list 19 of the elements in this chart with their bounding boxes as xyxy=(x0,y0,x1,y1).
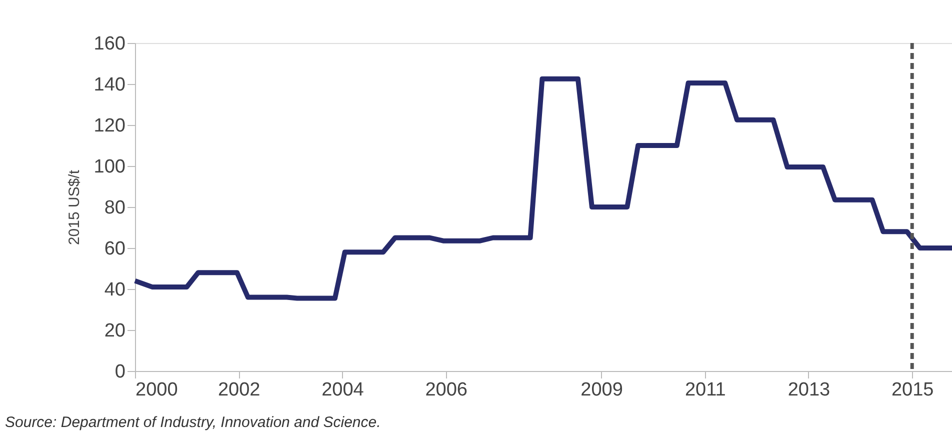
y-tick-label: 120 xyxy=(94,116,126,136)
x-tick-label: 2013 xyxy=(788,380,830,400)
x-tick-label: 2015 xyxy=(891,380,934,400)
y-tick-label: 40 xyxy=(104,280,126,300)
x-tick-label: 2006 xyxy=(425,380,468,400)
y-tick-label: 100 xyxy=(94,156,126,178)
y-tick-label: 0 xyxy=(114,362,126,382)
y-tick-label: 140 xyxy=(94,74,126,96)
x-tick-label: 2004 xyxy=(322,380,364,400)
source-note: Source: Department of Industry, Innovation and Science. xyxy=(5,414,381,431)
y-tick-label: 80 xyxy=(104,198,126,218)
x-tick-label: 2011 xyxy=(684,380,726,400)
x-tick-label: 2009 xyxy=(580,380,623,400)
y-tick-label: 60 xyxy=(104,238,126,260)
y-tick-label: 20 xyxy=(104,320,126,342)
y-tick-label: 160 xyxy=(94,34,126,54)
x-tick-label: 2002 xyxy=(218,380,260,400)
y-axis-title: 2015 US$/t xyxy=(66,169,83,246)
x-tick-label: 2000 xyxy=(136,380,178,400)
